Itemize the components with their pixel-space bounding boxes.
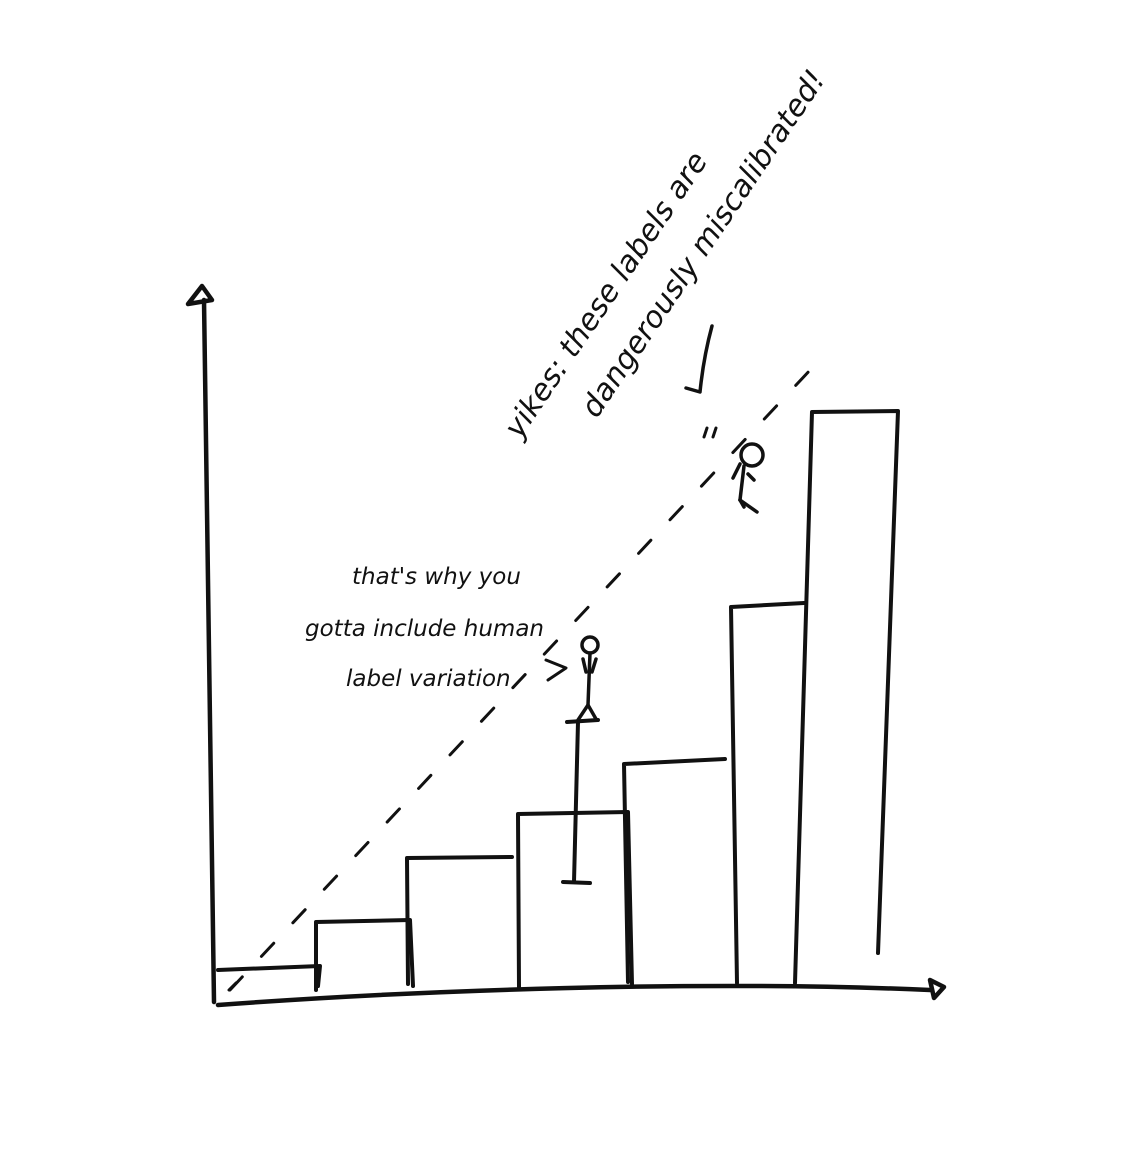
bar-1 [216, 964, 322, 988]
human-text-line-3: label variation [346, 666, 511, 692]
human-text-line-2: gotta include human [305, 616, 544, 642]
error-bar [561, 718, 600, 885]
human-text-line-1: that's why you [352, 564, 521, 590]
human-pointer-arrow [544, 658, 568, 682]
human-annotation: that's why you gotta include human label… [305, 564, 568, 692]
bars [216, 409, 900, 992]
dashed-reference-line [228, 366, 814, 992]
y-axis [201, 297, 217, 1005]
stick-figure-falling [702, 426, 765, 514]
x-axis [215, 983, 933, 1008]
bar-5 [622, 757, 727, 984]
yikes-annotation: yikes: these labels are dangerously misc… [497, 64, 833, 446]
bar-7 [793, 409, 900, 985]
pointer-arrow [684, 324, 714, 394]
check-mark [227, 981, 238, 992]
axes [185, 283, 947, 1008]
bar-6 [729, 601, 806, 985]
y-axis-arrowhead [185, 283, 215, 307]
stick-figure-standing [576, 635, 600, 722]
x-axis-arrowhead [927, 977, 947, 1001]
bar-3 [405, 855, 514, 986]
bar-4 [516, 810, 634, 989]
bar-2 [314, 918, 415, 992]
